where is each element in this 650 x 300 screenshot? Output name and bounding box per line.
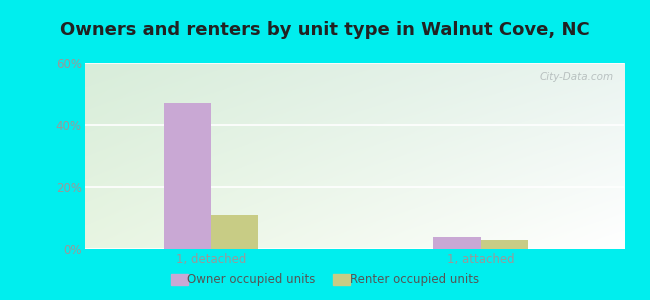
Bar <box>211 215 258 249</box>
Bar <box>434 237 481 249</box>
Bar <box>481 240 528 249</box>
Legend: Owner occupied units, Renter occupied units: Owner occupied units, Renter occupied un… <box>166 269 484 291</box>
Bar <box>164 103 211 249</box>
Text: City-Data.com: City-Data.com <box>539 72 613 82</box>
Text: Owners and renters by unit type in Walnut Cove, NC: Owners and renters by unit type in Walnu… <box>60 21 590 39</box>
